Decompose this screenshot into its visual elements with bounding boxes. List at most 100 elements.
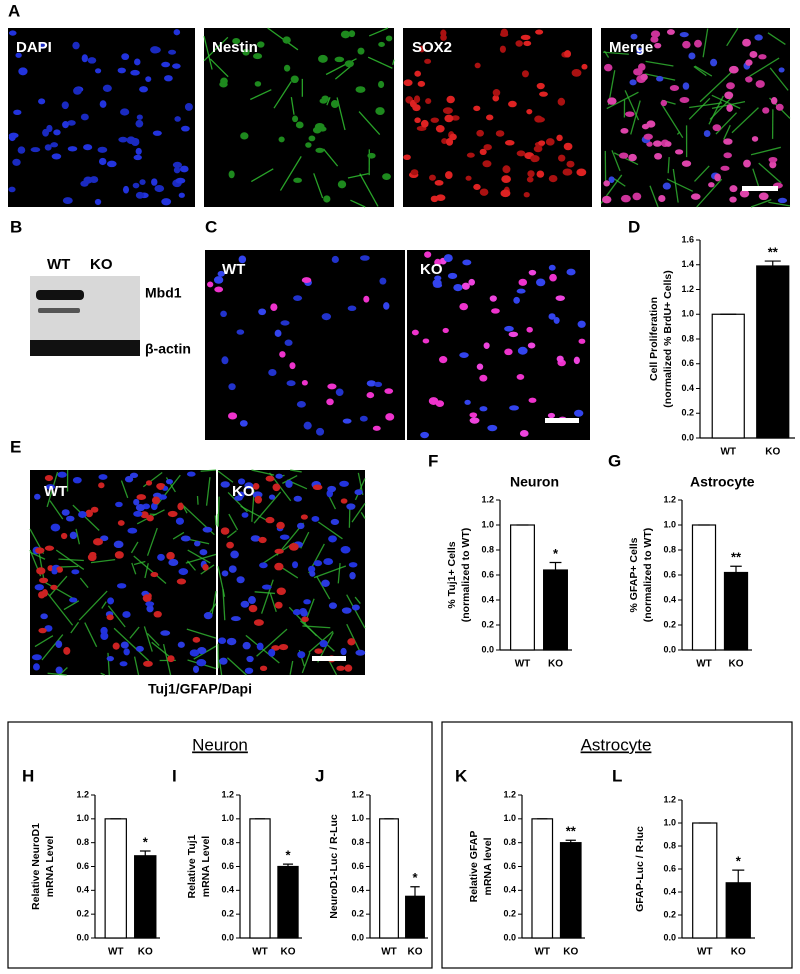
y-tick-label: 0.4 — [76, 885, 89, 895]
cell — [312, 484, 323, 491]
cell — [303, 421, 312, 430]
cell — [682, 40, 691, 49]
fiber — [240, 505, 269, 522]
fiber — [346, 623, 361, 653]
cell — [521, 70, 529, 78]
bar — [559, 842, 582, 939]
cell — [106, 160, 117, 168]
cell — [355, 86, 366, 93]
cell — [355, 649, 366, 656]
fiber — [693, 65, 707, 77]
cell — [268, 648, 276, 657]
cell — [313, 560, 323, 567]
cell — [535, 29, 544, 35]
micrograph — [218, 470, 365, 675]
cell — [172, 161, 182, 169]
cell — [107, 597, 115, 605]
cell — [336, 665, 345, 671]
cell — [265, 475, 275, 482]
x-tick-label: KO — [731, 947, 746, 958]
cell — [85, 509, 93, 518]
cell — [292, 609, 301, 616]
micrograph — [601, 28, 790, 207]
cell — [446, 95, 455, 104]
cell — [749, 50, 758, 58]
blot-band — [30, 340, 140, 356]
cell — [296, 522, 305, 530]
cell — [479, 374, 488, 382]
cell — [122, 185, 130, 194]
cell — [268, 494, 276, 500]
cell — [241, 512, 249, 518]
x-tick-label: KO — [729, 659, 744, 670]
cell — [558, 154, 566, 162]
cell — [197, 647, 207, 655]
cell — [442, 107, 453, 115]
cell — [236, 329, 245, 335]
cell — [769, 160, 777, 169]
cell — [285, 479, 293, 488]
cell — [166, 551, 175, 560]
cell — [474, 62, 481, 69]
cell — [327, 485, 337, 493]
cell — [669, 84, 680, 92]
image-label: Nestin — [212, 39, 258, 56]
cell — [133, 510, 143, 517]
fiber — [613, 178, 626, 187]
cell — [276, 587, 286, 595]
cell — [146, 514, 154, 522]
cell — [246, 655, 254, 663]
fiber — [299, 620, 335, 652]
cell — [728, 65, 739, 74]
cell — [167, 655, 175, 663]
y-tick-label: 0.6 — [481, 569, 494, 579]
cell — [135, 504, 146, 512]
cell — [164, 75, 173, 82]
cell — [633, 68, 643, 76]
significance: * — [285, 848, 291, 863]
cell — [139, 86, 148, 93]
y-tick-label: 1.0 — [221, 813, 234, 823]
significance: * — [553, 546, 559, 561]
cell — [513, 296, 520, 304]
cell — [296, 401, 306, 408]
cell — [375, 107, 385, 116]
y-axis-label: (normalized to WT) — [642, 528, 654, 623]
cell — [274, 548, 284, 554]
cell — [106, 614, 114, 621]
cell — [126, 136, 136, 145]
cell — [150, 572, 159, 578]
cell — [69, 597, 78, 603]
cell — [539, 91, 548, 97]
cell — [236, 576, 245, 584]
cell — [120, 641, 129, 649]
cell — [8, 186, 16, 193]
cell — [516, 150, 526, 157]
cell — [308, 135, 316, 142]
cell — [35, 547, 45, 554]
x-tick-label: KO — [281, 947, 296, 958]
cell — [341, 607, 352, 614]
fiber — [350, 199, 366, 208]
cell — [90, 506, 99, 513]
fiber — [630, 100, 641, 135]
cell — [217, 270, 225, 277]
y-tick-label: 0.6 — [663, 863, 676, 873]
y-tick-label: 0.0 — [76, 932, 89, 942]
cell — [577, 320, 586, 328]
y-tick-label: 1.0 — [351, 813, 364, 823]
panel-letter: I — [172, 766, 177, 785]
fiber — [723, 124, 731, 140]
cell — [189, 649, 200, 657]
cell — [177, 502, 184, 511]
y-axis-label: (normalized to WT) — [460, 528, 472, 623]
cell — [536, 170, 545, 178]
cell — [403, 79, 413, 87]
cell — [72, 476, 82, 484]
y-axis-label: mRNA Level — [44, 836, 56, 898]
y-tick-label: 0.8 — [481, 544, 494, 554]
cell — [571, 68, 582, 77]
cell — [347, 638, 356, 646]
fiber — [694, 65, 713, 77]
panel-letter: H — [22, 766, 34, 785]
